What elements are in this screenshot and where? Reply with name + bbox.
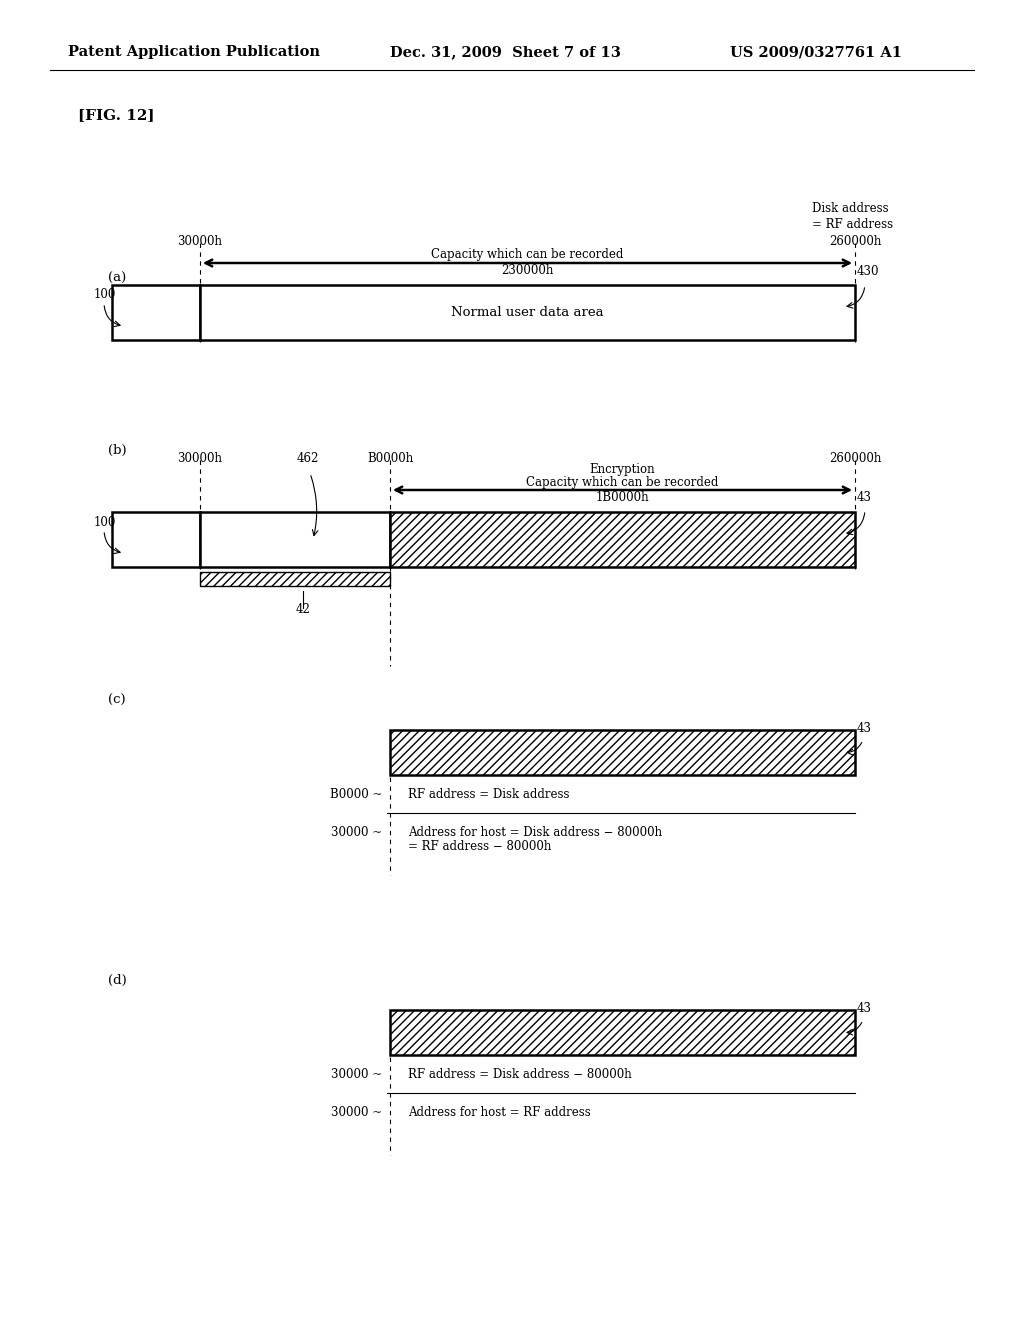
Text: Encryption: Encryption <box>590 463 655 477</box>
Text: 462: 462 <box>297 451 319 465</box>
Text: US 2009/0327761 A1: US 2009/0327761 A1 <box>730 45 902 59</box>
Text: (d): (d) <box>108 974 127 986</box>
Text: 30000 ~: 30000 ~ <box>331 1068 382 1081</box>
Text: = RF address − 80000h: = RF address − 80000h <box>408 841 551 854</box>
Text: 430: 430 <box>857 265 880 279</box>
Text: 42: 42 <box>296 603 310 616</box>
Bar <box>112 512 200 568</box>
Text: 43: 43 <box>857 722 872 735</box>
Text: Address for host = RF address: Address for host = RF address <box>408 1106 591 1119</box>
Text: RF address = Disk address − 80000h: RF address = Disk address − 80000h <box>408 1068 632 1081</box>
Text: Dec. 31, 2009  Sheet 7 of 13: Dec. 31, 2009 Sheet 7 of 13 <box>390 45 621 59</box>
Text: Normal user data area: Normal user data area <box>452 306 604 319</box>
Text: [FIG. 12]: [FIG. 12] <box>78 108 155 121</box>
Text: 1B0000h: 1B0000h <box>596 491 649 504</box>
Text: (c): (c) <box>108 693 126 706</box>
Text: Address for host = Disk address − 80000h: Address for host = Disk address − 80000h <box>408 826 663 840</box>
Bar <box>200 572 390 586</box>
Text: (a): (a) <box>108 272 126 285</box>
Bar <box>390 512 855 568</box>
Text: (b): (b) <box>108 444 127 457</box>
Text: 260000h: 260000h <box>828 235 882 248</box>
Bar <box>390 730 855 775</box>
Bar <box>200 285 855 341</box>
Text: 100: 100 <box>94 516 117 528</box>
Text: Disk address: Disk address <box>812 202 889 215</box>
Text: B0000 ~: B0000 ~ <box>330 788 382 801</box>
Text: 43: 43 <box>857 491 872 504</box>
Text: RF address = Disk address: RF address = Disk address <box>408 788 569 801</box>
Text: 260000h: 260000h <box>828 451 882 465</box>
Text: 30000 ~: 30000 ~ <box>331 1106 382 1119</box>
Bar <box>200 512 390 568</box>
Bar <box>112 285 200 341</box>
Text: Patent Application Publication: Patent Application Publication <box>68 45 319 59</box>
Text: 30000h: 30000h <box>177 235 222 248</box>
Text: 43: 43 <box>857 1002 872 1015</box>
Text: Capacity which can be recorded: Capacity which can be recorded <box>431 248 624 261</box>
Text: B0000h: B0000h <box>367 451 413 465</box>
Text: 230000h: 230000h <box>502 264 554 277</box>
Text: 100: 100 <box>94 289 117 301</box>
Text: 30000h: 30000h <box>177 451 222 465</box>
Text: 30000 ~: 30000 ~ <box>331 826 382 840</box>
Text: = RF address: = RF address <box>812 218 893 231</box>
Text: Capacity which can be recorded: Capacity which can be recorded <box>526 477 719 488</box>
Bar <box>390 1010 855 1055</box>
